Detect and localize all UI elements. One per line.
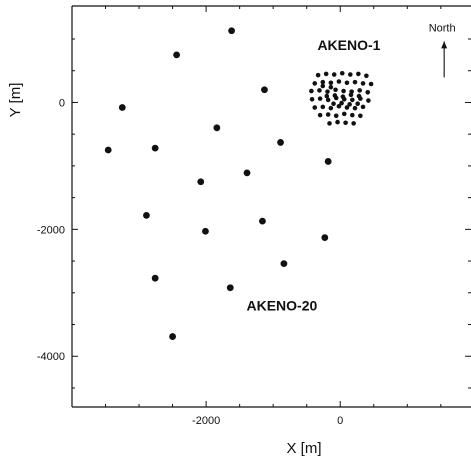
- annotations: AKENO-1 AKENO-20 North: [246, 22, 455, 313]
- x-tick-label-1: 0: [337, 415, 343, 427]
- data-point-s0-5: [277, 139, 284, 146]
- data-point-s1-3: [339, 70, 345, 76]
- x-axis-label: X [m]: [286, 440, 321, 457]
- data-points: [104, 27, 374, 340]
- data-point-s1-38: [317, 112, 323, 118]
- data-point-s1-51: [348, 92, 354, 98]
- data-point-s1-46: [343, 120, 348, 126]
- data-point-s1-24: [317, 96, 323, 101]
- data-point-s0-8: [243, 169, 251, 177]
- y-tick-label-2: -4000: [37, 351, 65, 363]
- data-point-s1-17: [325, 89, 330, 94]
- data-point-s1-53: [331, 101, 336, 107]
- data-point-s0-10: [324, 158, 332, 165]
- data-point-s1-52: [356, 93, 362, 99]
- data-point-s1-49: [332, 93, 338, 98]
- data-point-s1-16: [317, 88, 322, 93]
- data-point-s1-23: [309, 96, 315, 102]
- data-point-s1-9: [328, 80, 334, 86]
- data-point-s1-44: [327, 121, 332, 126]
- annotation-1: AKENO-20: [246, 298, 317, 314]
- data-point-s0-3: [118, 104, 126, 111]
- data-point-s1-41: [341, 111, 347, 117]
- data-point-s0-14: [321, 234, 329, 241]
- data-point-s0-11: [143, 211, 150, 219]
- tick-labels: -2000 0 0 -2000 -4000: [37, 97, 343, 427]
- data-point-s1-19: [341, 88, 346, 94]
- data-point-s1-25: [325, 97, 331, 103]
- data-point-s1-12: [352, 79, 358, 85]
- data-point-s0-9: [197, 178, 205, 186]
- data-point-s0-12: [259, 217, 266, 225]
- data-point-s0-1: [173, 51, 181, 59]
- plot-frame: [71, 5, 471, 408]
- data-point-s0-17: [226, 284, 234, 292]
- data-point-s1-2: [331, 72, 337, 77]
- annotation-0: AKENO-1: [317, 37, 380, 53]
- data-point-s1-58: [328, 84, 334, 90]
- data-point-s1-43: [358, 113, 363, 119]
- data-point-s0-4: [213, 124, 221, 132]
- data-point-s1-42: [350, 112, 355, 118]
- data-point-s1-35: [344, 105, 350, 110]
- data-point-s0-15: [280, 260, 288, 268]
- data-point-s1-13: [360, 81, 366, 86]
- data-point-s1-40: [333, 113, 339, 119]
- data-point-s1-50: [340, 94, 346, 100]
- axis-ticks: [72, 6, 471, 407]
- data-point-s1-57: [320, 83, 326, 89]
- data-point-s1-32: [320, 104, 326, 110]
- data-point-s1-31: [312, 105, 318, 110]
- data-point-s0-16: [151, 274, 159, 282]
- north-label: North: [429, 22, 456, 34]
- x-tick-label-0: -2000: [192, 415, 220, 427]
- y-tick-label-0: 0: [59, 97, 65, 109]
- data-point-s1-14: [368, 81, 374, 87]
- data-point-s0-7: [151, 144, 159, 152]
- data-point-s1-11: [344, 80, 350, 86]
- data-point-s1-18: [333, 87, 338, 93]
- data-point-s1-30: [366, 98, 371, 103]
- data-point-s1-8: [320, 79, 326, 85]
- data-point-s1-48: [324, 93, 330, 99]
- data-point-s0-18: [169, 333, 176, 340]
- data-point-s1-6: [364, 73, 369, 79]
- data-point-s1-15: [309, 88, 314, 94]
- data-point-s1-7: [312, 81, 318, 86]
- y-axis-label: Y [m]: [7, 83, 24, 118]
- data-point-s1-56: [355, 101, 360, 107]
- data-point-s1-39: [325, 112, 331, 117]
- data-point-s1-37: [360, 104, 366, 110]
- data-point-s1-21: [357, 88, 362, 93]
- data-point-s1-5: [356, 71, 361, 77]
- data-point-s1-1: [323, 71, 329, 77]
- y-tick-label-1: -2000: [37, 224, 65, 236]
- data-point-s0-2: [261, 86, 268, 94]
- data-point-s1-54: [339, 100, 344, 106]
- data-point-s1-22: [365, 89, 371, 95]
- north-arrow-head: [441, 41, 448, 49]
- data-point-s1-55: [347, 102, 352, 107]
- data-point-s0-13: [202, 227, 209, 235]
- data-point-s1-36: [352, 105, 358, 111]
- data-point-s1-45: [335, 119, 340, 125]
- data-point-s1-28: [350, 97, 355, 103]
- data-point-s1-33: [328, 105, 334, 111]
- data-point-s1-34: [336, 103, 342, 109]
- data-point-s0-0: [228, 27, 236, 35]
- data-point-s1-47: [351, 121, 356, 126]
- data-point-s0-6: [104, 146, 112, 154]
- data-point-s1-4: [347, 72, 353, 77]
- data-point-s1-10: [336, 79, 342, 84]
- data-point-s1-0: [315, 72, 321, 78]
